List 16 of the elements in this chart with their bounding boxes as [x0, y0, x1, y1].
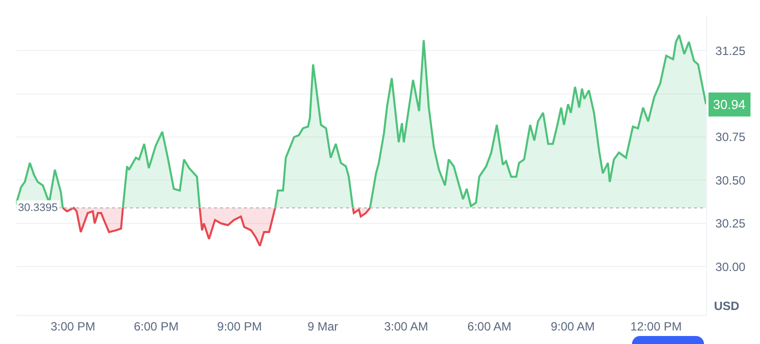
x-tick-label: 9:00 PM — [217, 319, 262, 334]
y-tick-label: 30.75 — [715, 130, 746, 144]
y-tick-label: 30.00 — [715, 260, 746, 274]
x-tick-label: 9 Mar — [307, 319, 338, 334]
x-tick-label: 9:00 AM — [550, 319, 595, 334]
annotation: 30.94 — [713, 97, 746, 112]
ref-line-label: 30.3395 — [18, 202, 58, 214]
x-tick-label: 6:00 PM — [134, 319, 179, 334]
x-tick-label: 3:00 AM — [384, 319, 428, 334]
x-tick-label: 6:00 AM — [467, 319, 512, 334]
y-tick-label: 31.25 — [715, 44, 746, 58]
y-tick-label: 30.25 — [715, 216, 746, 231]
x-tick-label: 12:00 PM — [630, 319, 682, 334]
y-tick-label: 30.50 — [715, 173, 746, 188]
x-tick-label: 3:00 PM — [50, 319, 96, 334]
y-axis-title: USD — [714, 299, 740, 313]
